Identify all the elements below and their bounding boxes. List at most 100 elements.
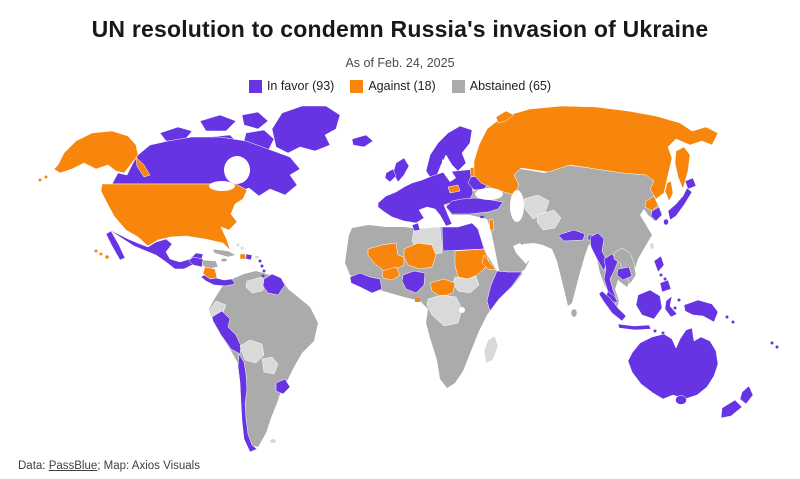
legend-label: In favor (93) xyxy=(266,79,335,93)
map-region-aleutians xyxy=(38,178,42,182)
map-region-maluku xyxy=(677,298,681,302)
map-region-costa-rica-panama xyxy=(200,274,236,287)
map-region-nepal xyxy=(557,229,586,242)
map-region-haiti xyxy=(239,253,247,260)
map-region-nigeria xyxy=(401,270,426,294)
map-region-philippines-visayas xyxy=(663,277,667,281)
map-region-israel xyxy=(488,218,495,231)
map-region-falklands xyxy=(270,439,276,443)
map-region-fiji xyxy=(775,345,779,349)
subtitle: As of Feb. 24, 2025 xyxy=(345,56,455,70)
caspian-sea-water xyxy=(510,190,524,222)
map-region-kamchatka xyxy=(674,146,691,190)
map-region-alaska xyxy=(53,130,139,174)
map-region-java xyxy=(617,323,652,331)
map-region-sumatra xyxy=(598,290,627,322)
in-favor-swatch-icon xyxy=(248,79,262,93)
map-region-canada xyxy=(111,136,301,197)
baltic-sea-water xyxy=(442,159,456,182)
against-swatch-icon xyxy=(350,79,364,93)
map-region-maluku xyxy=(673,306,677,310)
map-region-central-african-republic xyxy=(429,278,456,298)
map-region-bahamas xyxy=(240,246,244,250)
map-region-mexico xyxy=(107,228,204,270)
map-region-novaya-zemlya xyxy=(495,110,515,124)
map-region-new-guinea xyxy=(683,299,719,323)
map-region-south-korea xyxy=(650,206,663,222)
map-region-sri-lanka xyxy=(570,308,578,318)
map-region-sudan xyxy=(454,248,490,280)
map-region-madagascar xyxy=(483,335,499,364)
map-region-afghanistan xyxy=(536,209,562,231)
map-region-jamaica xyxy=(221,258,227,262)
map-region-venezuela xyxy=(245,276,268,294)
map-region-philippines-visayas xyxy=(659,273,663,277)
map-region-japan-honshu xyxy=(667,187,693,221)
map-region-cambodia xyxy=(616,266,633,281)
map-region-puerto-rico xyxy=(255,256,259,259)
map-region-new-zealand-north xyxy=(739,385,754,405)
source-credit: Data: PassBlue; Map: Axios Visuals xyxy=(18,460,200,472)
map-region-cuba xyxy=(212,248,237,258)
map-region-iceland xyxy=(351,134,374,148)
map-region-hawaii xyxy=(99,252,103,256)
legend-item-against: Against (18) xyxy=(350,79,436,93)
world-map xyxy=(0,103,800,461)
map-region-aleutians xyxy=(44,175,48,179)
world-map-svg xyxy=(38,105,779,453)
map-region-new-zealand-south xyxy=(720,399,743,419)
map-region-solomon-islands xyxy=(731,320,735,324)
map-region-united-states xyxy=(100,183,248,251)
map-region-australia xyxy=(627,327,719,400)
legend-item-in-favor: In favor (93) xyxy=(248,79,335,93)
map-region-greenland xyxy=(271,105,341,154)
map-region-russia xyxy=(473,105,719,200)
map-region-dominican-republic xyxy=(245,253,253,261)
legend-label: Abstained (65) xyxy=(469,79,552,93)
map-region-lesser-antilles xyxy=(260,264,264,268)
map-region-philippines-luzon xyxy=(653,255,665,273)
map-region-eritrea xyxy=(481,254,497,271)
map-region-tasmania xyxy=(675,395,687,405)
legend-item-abstained: Abstained (65) xyxy=(451,79,552,93)
map-region-sakhalin xyxy=(664,180,674,202)
map-region-honduras xyxy=(201,259,219,270)
map-region-guyanas xyxy=(262,273,286,296)
map-region-lesser-antilles xyxy=(261,274,265,278)
map-region-west-african-coast xyxy=(349,272,383,294)
source-prefix: Data: xyxy=(18,460,49,472)
map-region-chile xyxy=(237,353,258,453)
map-region-arctic-island xyxy=(199,114,237,132)
map-region-bolivia xyxy=(239,339,265,364)
black-sea-water xyxy=(475,188,503,200)
map-region-arctic-island xyxy=(241,111,269,130)
abstained-swatch-icon xyxy=(451,79,465,93)
legend-label: Against (18) xyxy=(368,79,436,93)
hudson-bay-water xyxy=(224,156,250,184)
map-region-hawaii xyxy=(94,249,98,253)
map-region-alaska-panhandle xyxy=(135,156,151,178)
map-region-fiji xyxy=(770,341,774,345)
passblue-link[interactable]: PassBlue xyxy=(48,460,98,472)
map-region-hawaii xyxy=(105,255,109,259)
map-region-lesser-antilles xyxy=(262,269,266,273)
map-region-equatorial-guinea xyxy=(415,298,420,302)
great-lakes-water xyxy=(209,181,235,191)
map-region-egypt xyxy=(441,222,485,252)
map-region-guatemala xyxy=(188,256,204,268)
map-region-arctic-island xyxy=(159,126,193,142)
map-region-mali xyxy=(367,242,405,272)
map-region-japan-hokkaido xyxy=(684,177,697,190)
map-region-burkina-faso xyxy=(381,266,401,281)
map-region-lesser-sunda xyxy=(653,329,657,333)
map-region-bahamas xyxy=(236,243,240,247)
map-region-scandinavia xyxy=(425,125,473,178)
map-region-north-korea xyxy=(644,195,659,212)
map-region-philippines-mindanao xyxy=(659,279,672,293)
legend: In favor (93) Against (18) Abstained (65… xyxy=(0,79,800,93)
map-region-dr-congo xyxy=(426,294,463,327)
map-region-solomon-islands xyxy=(725,315,729,319)
lake-victoria-water xyxy=(459,307,465,313)
map-region-uruguay xyxy=(275,378,291,395)
